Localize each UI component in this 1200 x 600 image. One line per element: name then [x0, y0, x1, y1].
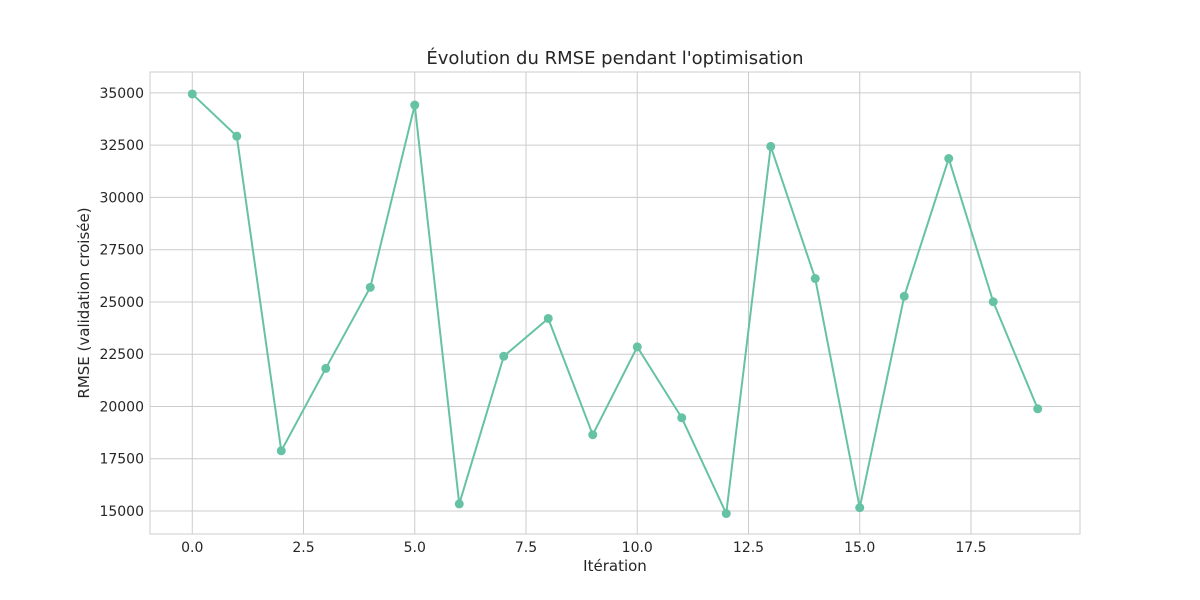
data-point [321, 363, 331, 373]
x-tick-label: 7.5 [515, 540, 537, 556]
data-point [365, 282, 375, 292]
data-point [855, 503, 865, 513]
y-tick-label: 27500 [99, 243, 144, 259]
y-tick-label: 35000 [99, 86, 144, 102]
y-tick-label: 30000 [99, 190, 144, 206]
data-point [1033, 404, 1043, 414]
x-tick-label: 15.0 [844, 540, 875, 556]
data-point [543, 313, 553, 323]
y-tick-label: 15000 [99, 504, 144, 520]
data-point [276, 446, 286, 456]
data-point [810, 274, 820, 284]
data-point [588, 430, 598, 440]
grid [150, 72, 1080, 534]
x-tick-label: 17.5 [955, 540, 986, 556]
x-axis-label: Itération [583, 557, 647, 575]
x-axis-ticks: 0.0 2.5 5.0 7.5 10.0 12.5 15.0 17.5 [181, 540, 986, 556]
x-tick-label: 5.0 [404, 540, 426, 556]
y-axis-label: RMSE (validation croisée) [75, 207, 93, 398]
series-line [191, 93, 1039, 515]
data-point [988, 297, 998, 307]
chart-title: Évolution du RMSE pendant l'optimisation [426, 47, 803, 69]
data-point [499, 351, 509, 361]
y-tick-label: 25000 [99, 295, 144, 311]
series-layer [187, 89, 1043, 519]
data-point [410, 100, 420, 110]
y-tick-label: 20000 [99, 399, 144, 415]
y-axis-ticks: 15000 17500 20000 22500 25000 27500 30000 32500… [99, 86, 144, 520]
data-point [944, 154, 954, 164]
x-tick-label: 2.5 [292, 540, 314, 556]
plot-frame [149, 71, 1081, 535]
data-point [232, 131, 242, 141]
data-point [721, 509, 731, 519]
x-tick-label: 12.5 [733, 540, 764, 556]
data-point [677, 413, 687, 423]
x-tick-label: 0.0 [181, 540, 203, 556]
data-point [766, 141, 776, 151]
x-tick-label: 10.0 [622, 540, 653, 556]
data-point [187, 89, 197, 99]
y-tick-label: 32500 [99, 138, 144, 154]
data-point [454, 499, 464, 509]
y-tick-label: 22500 [99, 347, 144, 363]
data-point [632, 342, 642, 352]
y-tick-label: 17500 [99, 452, 144, 468]
data-point [899, 291, 909, 301]
